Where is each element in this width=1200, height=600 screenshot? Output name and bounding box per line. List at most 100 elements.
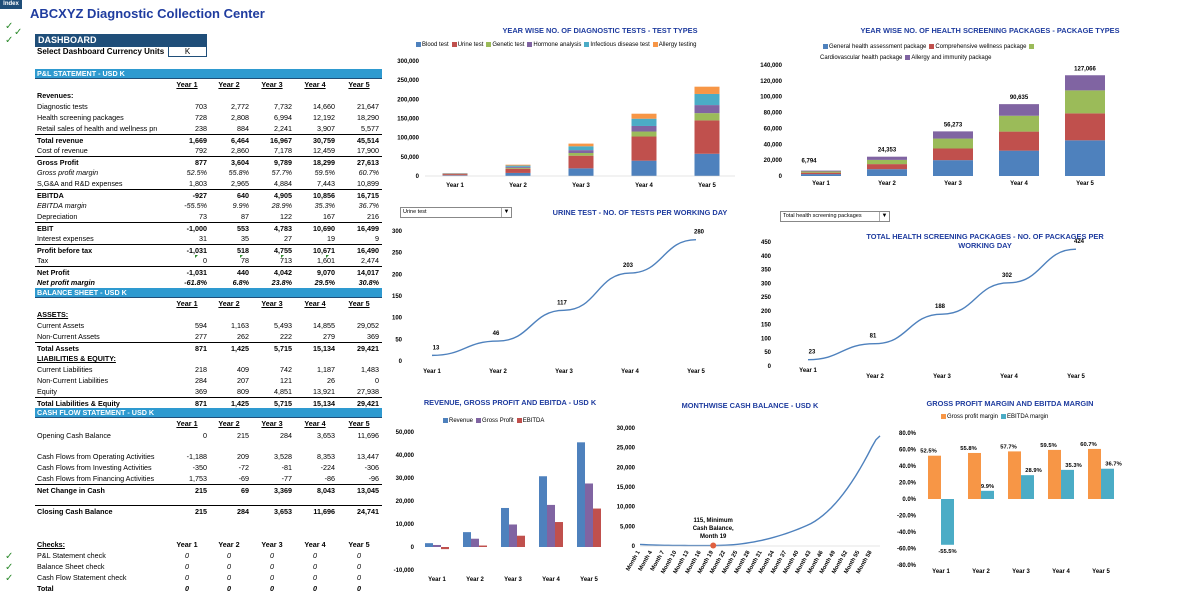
- cell-value[interactable]: 809: [237, 387, 249, 396]
- cell-value[interactable]: 8,353: [317, 452, 335, 461]
- cell-value[interactable]: 3,369: [274, 486, 292, 495]
- cell-value[interactable]: -224: [320, 463, 335, 472]
- cell-value[interactable]: 4,905: [274, 191, 292, 200]
- cell-value[interactable]: 0: [203, 256, 207, 265]
- cell-value[interactable]: 1,601: [317, 256, 335, 265]
- cell-value[interactable]: 9: [375, 234, 379, 243]
- currency-select[interactable]: K: [168, 46, 207, 57]
- cell-value[interactable]: 215: [195, 507, 207, 516]
- cell-value[interactable]: 17,900: [357, 146, 379, 155]
- chevron-down-icon[interactable]: ▼: [879, 212, 889, 221]
- cell-value[interactable]: 55.8%: [228, 168, 249, 177]
- cell-value[interactable]: 1,669: [189, 136, 207, 145]
- cell-value[interactable]: 518: [237, 246, 249, 255]
- cell-value[interactable]: 871: [195, 344, 207, 353]
- cell-value[interactable]: 31: [199, 234, 207, 243]
- cell-value[interactable]: 122: [280, 212, 292, 221]
- cell-value[interactable]: 6.8%: [232, 278, 249, 287]
- cell-value[interactable]: 0: [185, 584, 189, 593]
- cell-value[interactable]: 742: [280, 365, 292, 374]
- cell-value[interactable]: 7,732: [274, 102, 292, 111]
- cell-value[interactable]: 222: [280, 332, 292, 341]
- cell-value[interactable]: 60.7%: [358, 168, 379, 177]
- cell-value[interactable]: 57.7%: [271, 168, 292, 177]
- cell-value[interactable]: 0: [227, 551, 231, 560]
- cell-value[interactable]: 13,447: [357, 452, 379, 461]
- cell-value[interactable]: 0: [357, 562, 361, 571]
- cell-value[interactable]: -1,031: [186, 268, 207, 277]
- cell-value[interactable]: 12,459: [313, 146, 335, 155]
- cell-value[interactable]: 19: [327, 234, 335, 243]
- cell-value[interactable]: 2,860: [231, 146, 249, 155]
- cell-value[interactable]: 2,772: [231, 102, 249, 111]
- cell-value[interactable]: 713: [280, 256, 292, 265]
- package-dropdown[interactable]: Total health screening packages ▼: [780, 211, 890, 222]
- cell-value[interactable]: 1,425: [231, 399, 249, 408]
- cell-value[interactable]: 5,715: [274, 344, 292, 353]
- cell-value[interactable]: 218: [195, 365, 207, 374]
- cell-value[interactable]: 640: [237, 191, 249, 200]
- cell-value[interactable]: 884: [237, 124, 249, 133]
- cell-value[interactable]: 21,647: [357, 102, 379, 111]
- cell-value[interactable]: 3,907: [317, 124, 335, 133]
- cell-value[interactable]: 1,425: [231, 344, 249, 353]
- cell-value[interactable]: 284: [195, 376, 207, 385]
- cell-value[interactable]: 216: [367, 212, 379, 221]
- cell-value[interactable]: 4,042: [274, 268, 292, 277]
- cell-value[interactable]: 2,808: [231, 113, 249, 122]
- chevron-down-icon[interactable]: ▼: [501, 208, 511, 217]
- cell-value[interactable]: 0: [313, 584, 317, 593]
- cell-value[interactable]: -96: [368, 474, 379, 483]
- cell-value[interactable]: 10,671: [313, 246, 335, 255]
- cell-value[interactable]: 0: [227, 562, 231, 571]
- cell-value[interactable]: 4,851: [274, 387, 292, 396]
- cell-value[interactable]: 36.7%: [358, 201, 379, 210]
- cell-value[interactable]: 30.8%: [358, 278, 379, 287]
- cell-value[interactable]: 29.5%: [314, 278, 335, 287]
- cell-value[interactable]: 279: [323, 332, 335, 341]
- cell-value[interactable]: 0: [270, 551, 274, 560]
- cell-value[interactable]: 9.9%: [232, 201, 249, 210]
- cell-value[interactable]: -81: [281, 463, 292, 472]
- cell-value[interactable]: 728: [195, 113, 207, 122]
- cell-value[interactable]: 284: [237, 507, 249, 516]
- cell-value[interactable]: 0: [270, 573, 274, 582]
- cell-value[interactable]: 7,443: [317, 179, 335, 188]
- cell-value[interactable]: 26: [327, 376, 335, 385]
- cell-value[interactable]: 703: [195, 102, 207, 111]
- cell-value[interactable]: 792: [195, 146, 207, 155]
- cell-value[interactable]: 215: [237, 431, 249, 440]
- cell-value[interactable]: 6,464: [231, 136, 249, 145]
- cell-value[interactable]: 16,715: [357, 191, 379, 200]
- cell-value[interactable]: 0: [375, 376, 379, 385]
- cell-value[interactable]: 0: [185, 573, 189, 582]
- cell-value[interactable]: 69: [241, 486, 249, 495]
- cell-value[interactable]: 10,690: [313, 224, 335, 233]
- cell-value[interactable]: 16,490: [357, 246, 379, 255]
- cell-value[interactable]: 0: [270, 562, 274, 571]
- cell-value[interactable]: 209: [237, 452, 249, 461]
- cell-value[interactable]: 10,899: [357, 179, 379, 188]
- cell-value[interactable]: 29,052: [357, 321, 379, 330]
- cell-value[interactable]: 30,759: [313, 136, 335, 145]
- cell-value[interactable]: 15,134: [313, 399, 335, 408]
- cell-value[interactable]: 0: [357, 584, 361, 593]
- cell-value[interactable]: 45,514: [357, 136, 379, 145]
- cell-value[interactable]: 5,493: [274, 321, 292, 330]
- cell-value[interactable]: 167: [323, 212, 335, 221]
- cell-value[interactable]: 409: [237, 365, 249, 374]
- cell-value[interactable]: 10,856: [313, 191, 335, 200]
- cell-value[interactable]: 0: [203, 431, 207, 440]
- cell-value[interactable]: 0: [227, 584, 231, 593]
- cell-value[interactable]: -86: [324, 474, 335, 483]
- index-button[interactable]: Index: [0, 0, 22, 9]
- cell-value[interactable]: 262: [237, 332, 249, 341]
- cell-value[interactable]: -306: [364, 463, 379, 472]
- cell-value[interactable]: 5,715: [274, 399, 292, 408]
- cell-value[interactable]: 4,755: [274, 246, 292, 255]
- cell-value[interactable]: 27,938: [357, 387, 379, 396]
- cell-value[interactable]: 0: [270, 584, 274, 593]
- cell-value[interactable]: 1,483: [361, 365, 379, 374]
- cell-value[interactable]: 369: [367, 332, 379, 341]
- cell-value[interactable]: 29,421: [357, 344, 379, 353]
